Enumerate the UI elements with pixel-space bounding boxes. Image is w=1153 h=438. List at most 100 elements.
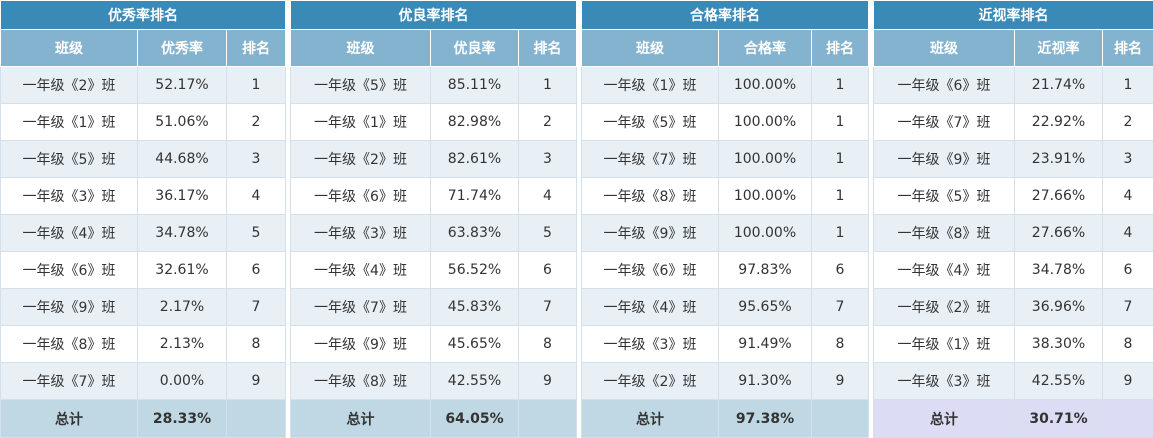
class-cell: 一年级《5》班 — [0, 140, 138, 178]
rank-cell: 7 — [225, 288, 287, 326]
column-header-rank[interactable]: 排名 — [225, 29, 287, 67]
rate-cell: 51.06% — [137, 103, 227, 141]
class-cell: 一年级《3》班 — [290, 214, 431, 252]
table-row: 一年级《2》班 82.61% 3 — [290, 140, 578, 178]
column-header-class[interactable]: 班级 — [581, 29, 719, 67]
class-cell: 一年级《8》班 — [0, 325, 138, 363]
class-cell: 一年级《6》班 — [581, 251, 719, 289]
total-rate: 28.33% — [137, 399, 227, 438]
rate-cell: 100.00% — [718, 103, 812, 141]
rate-cell: 38.30% — [1014, 325, 1103, 363]
table-row: 一年级《3》班 42.55% 9 — [873, 362, 1153, 400]
table-row: 一年级《9》班 2.17% 7 — [0, 288, 287, 326]
rate-cell: 34.78% — [1014, 251, 1103, 289]
rank-cell: 1 — [810, 103, 870, 141]
total-row: 总计 64.05% — [290, 399, 578, 438]
rank-cell: 2 — [225, 103, 287, 141]
class-cell: 一年级《2》班 — [581, 362, 719, 400]
table-row: 一年级《2》班 52.17% 1 — [0, 66, 287, 104]
table-title: 合格率排名 — [580, 0, 870, 30]
column-header-class[interactable]: 班级 — [0, 29, 138, 67]
rank-cell: 2 — [1101, 103, 1153, 141]
column-header-class[interactable]: 班级 — [873, 29, 1015, 67]
table-row: 一年级《9》班 23.91% 3 — [873, 140, 1153, 178]
class-cell: 一年级《5》班 — [290, 66, 431, 104]
table-title: 优良率排名 — [289, 0, 578, 30]
rank-cell: 1 — [225, 66, 287, 104]
rank-cell: 1 — [517, 66, 578, 104]
rank-cell: 4 — [517, 177, 578, 215]
rate-cell: 36.96% — [1014, 288, 1103, 326]
class-cell: 一年级《1》班 — [581, 66, 719, 104]
rank-cell: 8 — [810, 325, 870, 363]
rate-cell: 27.66% — [1014, 177, 1103, 215]
class-cell: 一年级《7》班 — [873, 103, 1015, 141]
table-row: 一年级《8》班 42.55% 9 — [290, 362, 578, 400]
rate-cell: 42.55% — [430, 362, 519, 400]
rank-cell: 3 — [225, 140, 287, 178]
rank-cell: 8 — [225, 325, 287, 363]
rank-cell: 6 — [810, 251, 870, 289]
table-title: 近视率排名 — [872, 0, 1153, 30]
rate-cell: 36.17% — [137, 177, 227, 215]
rate-cell: 32.61% — [137, 251, 227, 289]
table-row: 一年级《9》班 45.65% 8 — [290, 325, 578, 363]
class-cell: 一年级《4》班 — [873, 251, 1015, 289]
rank-cell: 5 — [517, 214, 578, 252]
column-header-rate[interactable]: 近视率 — [1014, 29, 1103, 67]
table-row: 一年级《2》班 36.96% 7 — [873, 288, 1153, 326]
class-cell: 一年级《6》班 — [873, 66, 1015, 104]
column-header-rate[interactable]: 合格率 — [718, 29, 812, 67]
table-row: 一年级《2》班 91.30% 9 — [581, 362, 870, 400]
table-row: 一年级《7》班 22.92% 2 — [873, 103, 1153, 141]
class-cell: 一年级《7》班 — [581, 140, 719, 178]
class-cell: 一年级《9》班 — [873, 140, 1015, 178]
rate-cell: 100.00% — [718, 66, 812, 104]
rate-cell: 2.17% — [137, 288, 227, 326]
table-body: 一年级《6》班 21.74% 1 一年级《7》班 22.92% 2 一年级《9》班 23.… — [873, 66, 1153, 438]
total-rate: 64.05% — [430, 399, 519, 438]
rank-cell: 1 — [810, 177, 870, 215]
class-cell: 一年级《8》班 — [290, 362, 431, 400]
rank-cell: 9 — [517, 362, 578, 400]
column-header-rank[interactable]: 排名 — [810, 29, 870, 67]
rate-cell: 27.66% — [1014, 214, 1103, 252]
class-cell: 一年级《3》班 — [873, 362, 1015, 400]
total-rank — [225, 399, 287, 438]
column-header-rate[interactable]: 优秀率 — [137, 29, 227, 67]
rank-cell: 4 — [1101, 177, 1153, 215]
column-header-class[interactable]: 班级 — [290, 29, 431, 67]
table-row: 一年级《8》班 100.00% 1 — [581, 177, 870, 215]
table-row: 一年级《5》班 100.00% 1 — [581, 103, 870, 141]
total-rate: 97.38% — [718, 399, 812, 438]
class-cell: 一年级《6》班 — [290, 177, 431, 215]
rank-cell: 4 — [1101, 214, 1153, 252]
class-cell: 一年级《5》班 — [873, 177, 1015, 215]
table-title: 优秀率排名 — [0, 0, 287, 30]
myopia-rank-table: 近视率排名 班级 近视率 排名 一年级《6》班 21.74% 1 一年级《7》班 22… — [872, 0, 1153, 438]
total-rank — [517, 399, 578, 438]
class-cell: 一年级《3》班 — [0, 177, 138, 215]
table-row: 一年级《1》班 51.06% 2 — [0, 103, 287, 141]
rate-cell: 42.55% — [1014, 362, 1103, 400]
rate-cell: 34.78% — [137, 214, 227, 252]
rate-cell: 82.61% — [430, 140, 519, 178]
good-rank-table: 优良率排名 班级 优良率 排名 一年级《5》班 85.11% 1 一年级《1》班 82… — [289, 0, 578, 438]
rank-cell: 1 — [810, 214, 870, 252]
rate-cell: 100.00% — [718, 214, 812, 252]
column-header-rank[interactable]: 排名 — [517, 29, 578, 67]
table-row: 一年级《6》班 32.61% 6 — [0, 251, 287, 289]
rate-cell: 2.13% — [137, 325, 227, 363]
rank-cell: 9 — [1101, 362, 1153, 400]
rate-cell: 82.98% — [430, 103, 519, 141]
panel-myopia: 近视率排名 班级 近视率 排名 一年级《6》班 21.74% 1 一年级《7》班 22… — [872, 0, 1153, 438]
total-label: 总计 — [0, 399, 138, 438]
total-rank — [1101, 399, 1153, 438]
rank-cell: 6 — [517, 251, 578, 289]
class-cell: 一年级《1》班 — [290, 103, 431, 141]
column-header-rate[interactable]: 优良率 — [430, 29, 519, 67]
table-row: 一年级《1》班 38.30% 8 — [873, 325, 1153, 363]
table-row: 一年级《5》班 85.11% 1 — [290, 66, 578, 104]
column-header-rank[interactable]: 排名 — [1101, 29, 1153, 67]
rank-cell: 6 — [1101, 251, 1153, 289]
